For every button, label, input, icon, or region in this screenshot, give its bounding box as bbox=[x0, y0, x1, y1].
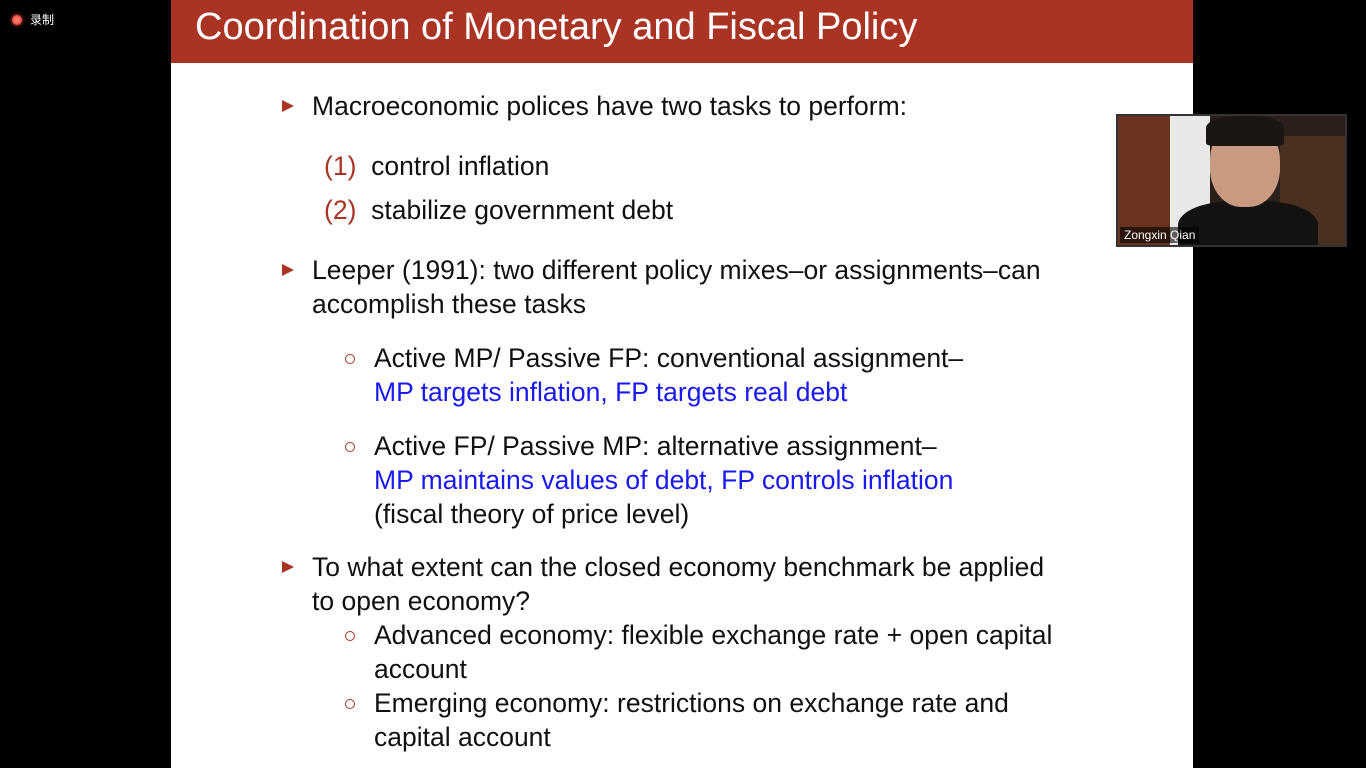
sub-bullet-circle-icon bbox=[345, 699, 355, 709]
bullet-text: Leeper (1991): two different policy mixe… bbox=[312, 255, 1041, 285]
slide-title: Coordination of Monetary and Fiscal Poli… bbox=[195, 6, 918, 48]
sub-bullet-circle-icon bbox=[345, 631, 355, 641]
recording-indicator[interactable]: 录制 bbox=[12, 11, 54, 28]
sub-bullet-text: account bbox=[374, 654, 467, 684]
item-text: stabilize government debt bbox=[371, 195, 674, 225]
item-text: control inflation bbox=[371, 151, 550, 181]
record-icon bbox=[12, 14, 22, 25]
bullet-text: Macroeconomic polices have two tasks to … bbox=[312, 91, 908, 121]
sub-bullet-highlight: MP maintains values of debt, FP controls… bbox=[374, 465, 954, 495]
participant-video-tile[interactable]: Zongxin Qian bbox=[1116, 114, 1347, 247]
sub-bullet-circle-icon bbox=[345, 442, 355, 452]
participant-name: Zongxin Qian bbox=[1120, 227, 1200, 243]
item-number: (2) bbox=[324, 195, 357, 225]
bullet-triangle-icon bbox=[282, 264, 294, 276]
participant-hair bbox=[1206, 116, 1284, 146]
bullet-text: accomplish these tasks bbox=[312, 289, 586, 319]
sub-bullet-circle-icon bbox=[345, 354, 355, 364]
item-number: (1) bbox=[324, 151, 357, 181]
sub-bullet-text: capital account bbox=[374, 722, 551, 752]
sub-bullet-text: (fiscal theory of price level) bbox=[374, 499, 690, 529]
slide-header: Coordination of Monetary and Fiscal Poli… bbox=[171, 0, 1193, 63]
bullet-triangle-icon bbox=[282, 100, 294, 112]
bullet-triangle-icon bbox=[282, 561, 294, 573]
sub-bullet-text: Advanced economy: flexible exchange rate… bbox=[374, 620, 1053, 650]
bullet-text: To what extent can the closed economy be… bbox=[312, 552, 1045, 582]
list-item: (2) stabilize government debt bbox=[324, 195, 673, 226]
sub-bullet-text: Active FP/ Passive MP: alternative assig… bbox=[374, 431, 937, 461]
participant-body bbox=[1178, 201, 1318, 245]
bullet-text: to open economy? bbox=[312, 586, 531, 616]
list-item: (1) control inflation bbox=[324, 151, 549, 182]
presentation-slide: Coordination of Monetary and Fiscal Poli… bbox=[171, 0, 1193, 768]
sub-bullet-text: Emerging economy: restrictions on exchan… bbox=[374, 688, 1009, 718]
video-background-door bbox=[1118, 116, 1170, 245]
sub-bullet-highlight: MP targets inflation, FP targets real de… bbox=[374, 377, 848, 407]
recording-label: 录制 bbox=[30, 13, 55, 27]
sub-bullet-text: Active MP/ Passive FP: conventional assi… bbox=[374, 343, 964, 373]
